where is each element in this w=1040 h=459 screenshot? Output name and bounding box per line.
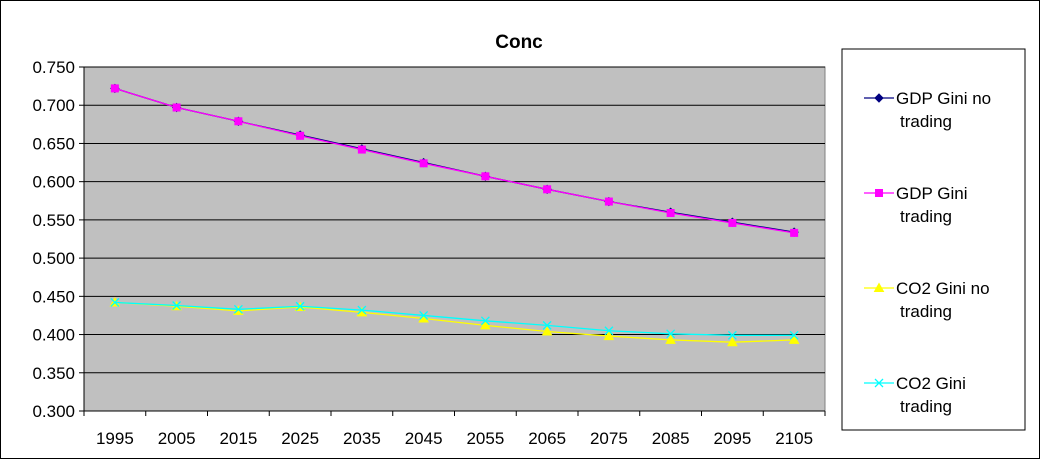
y-tick-label: 0.300 bbox=[32, 402, 75, 421]
y-tick-label: 0.400 bbox=[32, 326, 75, 345]
legend-label: GDP Gini bbox=[896, 184, 968, 203]
chart-title: Conc bbox=[495, 32, 543, 53]
data-point bbox=[233, 304, 243, 314]
x-tick-label: 2095 bbox=[713, 429, 751, 448]
legend-marker bbox=[874, 378, 884, 388]
x-tick-label: 2015 bbox=[219, 429, 257, 448]
y-tick-label: 0.500 bbox=[32, 249, 75, 268]
data-point bbox=[110, 297, 120, 307]
legend-label: trading bbox=[900, 302, 952, 321]
data-point bbox=[604, 197, 613, 206]
x-tick-label: 2005 bbox=[158, 429, 196, 448]
legend-item: GDP Gini no trading bbox=[864, 89, 991, 131]
gridlines bbox=[84, 66, 825, 374]
data-point bbox=[110, 84, 119, 93]
data-point bbox=[788, 334, 800, 344]
legend-box bbox=[841, 48, 1026, 431]
series-line bbox=[114, 301, 795, 336]
y-tick-label: 0.750 bbox=[32, 58, 75, 77]
legend-marker bbox=[875, 189, 883, 197]
data-point bbox=[172, 301, 182, 310]
legend-label: trading bbox=[900, 397, 952, 416]
data-point bbox=[604, 326, 614, 336]
x-tick-label: 1995 bbox=[96, 429, 134, 448]
y-tick-label: 0.550 bbox=[32, 211, 75, 230]
data-point bbox=[357, 305, 367, 315]
legend-label: CO2 Gini bbox=[896, 374, 966, 393]
plot-area bbox=[83, 66, 826, 412]
data-point bbox=[728, 218, 737, 227]
x-tick-label: 2025 bbox=[281, 429, 319, 448]
data-point bbox=[603, 330, 615, 341]
series-co2-gini-trading bbox=[110, 297, 799, 340]
x-tick-label: 2105 bbox=[775, 429, 813, 448]
data-point bbox=[480, 316, 490, 326]
data-point bbox=[727, 336, 738, 347]
y-tick-label: 0.450 bbox=[32, 287, 75, 306]
data-point bbox=[666, 329, 676, 339]
legend-marker bbox=[874, 93, 884, 103]
legend-item: CO2 Gini no trading bbox=[864, 279, 990, 321]
legend-label: GDP Gini no bbox=[896, 89, 991, 108]
data-point bbox=[789, 330, 799, 340]
series-gdp-gini-trading bbox=[110, 84, 799, 237]
data-point bbox=[480, 319, 491, 330]
data-point bbox=[666, 209, 675, 218]
data-point bbox=[419, 159, 428, 168]
legend-label: CO2 Gini no bbox=[896, 279, 990, 298]
y-tick-label: 0.600 bbox=[32, 173, 75, 192]
data-point bbox=[296, 131, 305, 140]
x-tick-label: 2055 bbox=[466, 429, 504, 448]
data-point bbox=[357, 145, 366, 154]
legend-marker bbox=[873, 282, 885, 292]
x-tick-label: 2045 bbox=[405, 429, 443, 448]
y-tick-label: 0.700 bbox=[32, 96, 75, 115]
data-point bbox=[419, 310, 429, 320]
series-line bbox=[114, 301, 795, 343]
data-point bbox=[542, 320, 552, 330]
data-point bbox=[541, 325, 553, 336]
x-tick-label: 2035 bbox=[343, 429, 381, 448]
y-tick-label: 0.350 bbox=[32, 364, 75, 383]
data-point bbox=[665, 334, 676, 344]
data-point bbox=[481, 172, 490, 181]
series-line bbox=[114, 87, 795, 234]
legend-item: CO2 Gini trading bbox=[864, 374, 966, 416]
axes: 0.300 0.350 0.400 0.450 0.500 0.550 0.600 0.650… bbox=[32, 58, 826, 448]
x-tick-label: 2075 bbox=[590, 429, 628, 448]
data-point bbox=[790, 228, 799, 237]
data-point bbox=[727, 330, 737, 340]
data-point bbox=[295, 301, 305, 311]
x-tick-label: 2085 bbox=[652, 429, 690, 448]
series-layer bbox=[109, 83, 800, 347]
data-point bbox=[234, 117, 243, 126]
data-point bbox=[543, 185, 552, 194]
legend-item: GDP Gini trading bbox=[864, 184, 968, 226]
legend-label: trading bbox=[900, 207, 952, 226]
y-tick-label: 0.650 bbox=[32, 134, 75, 153]
data-point bbox=[172, 103, 181, 112]
legend-label: trading bbox=[900, 112, 952, 131]
x-tick-label: 2065 bbox=[528, 429, 566, 448]
